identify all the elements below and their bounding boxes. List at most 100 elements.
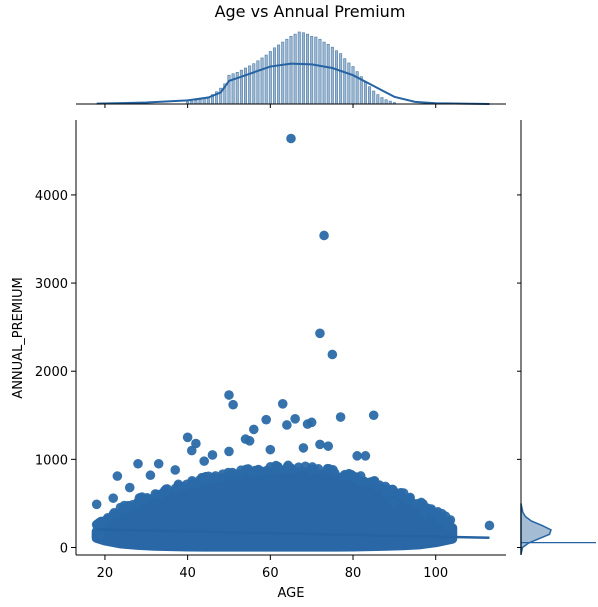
dense-edge-point	[200, 471, 211, 482]
top-histogram-bar	[306, 33, 310, 105]
scatter-point	[352, 451, 362, 461]
top-kde-curve	[96, 62, 490, 105]
regression-layer	[96, 528, 490, 540]
top-histogram-bar	[343, 58, 347, 105]
top-histogram-bar	[380, 97, 384, 105]
dense-edge-point	[313, 464, 324, 474]
top-histogram-bar	[322, 41, 326, 105]
top-histogram-bar	[376, 94, 380, 105]
top-histogram-bar	[372, 90, 376, 105]
scatter-point	[277, 399, 288, 409]
top-histogram-bar	[260, 57, 264, 105]
top-histogram-bar	[285, 38, 289, 105]
y-axis-label: ANNUAL_PREMIUM	[11, 277, 26, 398]
dense-edge-point	[150, 489, 161, 499]
scatter-point	[145, 470, 156, 481]
dense-edge-point	[209, 473, 219, 483]
top-histogram-bar	[281, 41, 285, 105]
scatter-point	[373, 481, 383, 491]
scatter-point	[96, 529, 106, 540]
top-histogram-bar	[239, 69, 243, 105]
top-histogram-bar	[297, 31, 301, 105]
top-histogram-bar	[314, 36, 318, 105]
y-tick-label: 3000	[35, 277, 68, 292]
x-tick-label: 100	[423, 566, 448, 581]
dense-edge-point	[124, 502, 134, 512]
y-tick-label: 1000	[35, 453, 68, 468]
scatter-point	[108, 493, 119, 503]
top-histogram-bar	[268, 51, 272, 105]
top-histogram-bar	[318, 38, 322, 105]
scatter-point	[319, 230, 329, 241]
scatter-point	[244, 436, 255, 446]
scatter-point	[298, 443, 309, 453]
right-marginal-plot	[520, 503, 596, 555]
top-histogram-bar	[227, 74, 231, 105]
x-tick-label: 80	[345, 566, 362, 581]
regression-line	[96, 528, 490, 540]
top-histogram-bar	[301, 32, 305, 105]
y-tick-label: 2000	[35, 365, 68, 380]
scatter-point	[91, 499, 102, 510]
x-tick-label: 20	[97, 566, 114, 581]
scatter-point	[170, 465, 181, 475]
dense-edge-point	[216, 473, 226, 483]
right-marginal-ticks	[517, 194, 521, 549]
scatter-point	[290, 414, 300, 424]
dense-edge-point	[103, 512, 113, 523]
scatter-point	[426, 505, 437, 516]
scatter-point	[228, 399, 238, 410]
scatter-point	[224, 390, 234, 400]
top-histogram-bar	[347, 62, 351, 105]
scatter-point	[335, 412, 346, 422]
y-axis-ticks: 0 1000 2000 3000 4000	[35, 189, 76, 557]
scatter-point	[91, 519, 102, 530]
scatter-point	[315, 328, 325, 339]
scatter-point	[381, 488, 391, 498]
dense-edge-point	[251, 467, 262, 478]
y-tick-label: 0	[60, 542, 68, 557]
top-histogram-bar	[363, 82, 367, 105]
scatter-point	[112, 471, 123, 481]
dense-edge-point	[271, 460, 281, 471]
chart-title: Age vs Annual Premium	[215, 2, 406, 21]
top-histogram-bar	[368, 86, 372, 105]
scatter-points	[91, 133, 495, 540]
top-histogram-bar	[252, 63, 256, 105]
y-tick-label: 4000	[35, 189, 68, 204]
top-histogram-bar	[293, 33, 297, 105]
x-tick-label: 60	[262, 566, 279, 581]
scatter-point	[327, 349, 338, 360]
scatter-point	[286, 133, 296, 144]
scatter-point	[133, 458, 143, 469]
scatter-point	[360, 451, 371, 461]
top-histogram-bar	[334, 50, 338, 105]
top-histogram-bar	[326, 43, 330, 105]
dense-edge-point	[233, 470, 244, 480]
top-histogram-bar	[244, 67, 248, 105]
scatter-point	[484, 520, 495, 531]
scatter-point	[265, 444, 276, 455]
top-histogram-bar	[289, 36, 293, 105]
scatter-point	[389, 497, 400, 508]
top-histogram-bar	[248, 65, 252, 105]
dense-edge-point	[353, 475, 364, 486]
top-histogram-bar	[256, 60, 260, 105]
scatter-point	[368, 410, 379, 421]
dense-point-cloud	[91, 460, 458, 552]
dense-edge-point	[418, 499, 428, 509]
scatter-point	[418, 509, 429, 519]
dense-edge-point	[188, 477, 198, 488]
top-histogram-bar	[310, 36, 314, 105]
scatter-point	[207, 450, 218, 460]
top-histogram-bar	[198, 99, 202, 105]
scatter-point	[191, 438, 201, 449]
top-histogram-bar	[351, 66, 355, 105]
top-histogram-bar	[264, 54, 268, 105]
scatter-point	[282, 420, 292, 430]
scatter-point	[124, 482, 135, 493]
dense-edge-point	[178, 481, 189, 492]
scatter-point	[410, 499, 420, 510]
scatter-point	[435, 513, 445, 524]
